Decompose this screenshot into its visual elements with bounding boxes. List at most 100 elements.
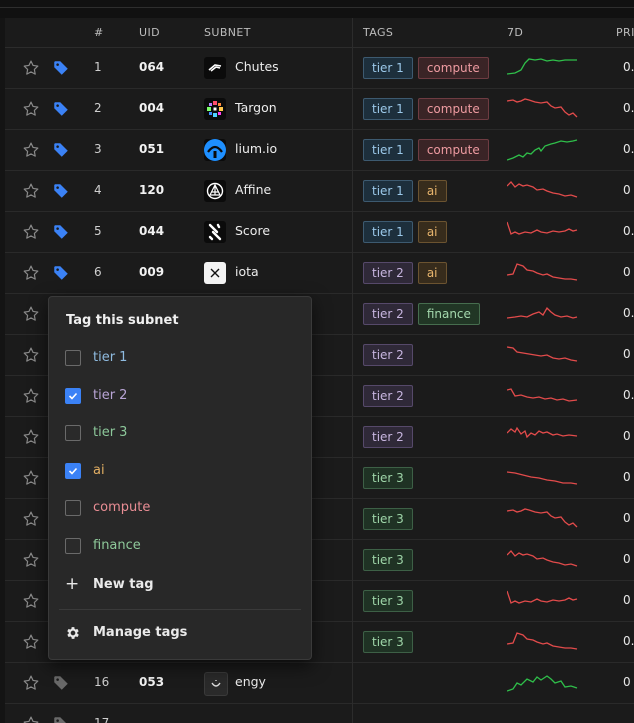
subnet-name[interactable]: engy — [235, 674, 266, 689]
tag-chip-t3[interactable]: tier 3 — [363, 549, 413, 571]
star-icon[interactable] — [22, 715, 40, 723]
tag-chip-t3[interactable]: tier 3 — [363, 631, 413, 653]
star-icon[interactable] — [22, 674, 40, 692]
table-row[interactable]: tier 3 0 — [5, 499, 634, 540]
affine-logo — [204, 180, 226, 202]
tag-chip-t1[interactable]: tier 1 — [363, 57, 413, 79]
col-header-price[interactable]: PRI — [616, 26, 634, 39]
tag-option-tier-3[interactable]: tier 3 — [65, 422, 295, 446]
table-row[interactable]: tier 2 0 — [5, 417, 634, 458]
row-number: 16 — [94, 675, 110, 689]
star-icon[interactable] — [22, 469, 40, 487]
tag-chip-compute[interactable]: compute — [417, 139, 489, 161]
tag-chip-t1[interactable]: tier 1 — [363, 180, 413, 202]
tag-checkbox[interactable] — [65, 387, 81, 404]
col-header-uid[interactable]: UID — [139, 26, 160, 39]
star-icon[interactable] — [22, 59, 40, 77]
table-row[interactable]: 17 — [5, 704, 634, 723]
col-header-num[interactable]: # — [94, 26, 104, 39]
tag-option-tier-2[interactable]: tier 2 — [65, 385, 295, 409]
row-number: 1 — [94, 60, 102, 74]
tag-chip-t2[interactable]: tier 2 — [363, 385, 413, 407]
star-icon[interactable] — [22, 346, 40, 364]
star-icon[interactable] — [22, 633, 40, 651]
star-icon[interactable] — [22, 264, 40, 282]
subnet-name[interactable]: Affine — [235, 182, 272, 197]
tag-chip-t1[interactable]: tier 1 — [363, 139, 413, 161]
new-tag-button[interactable]: + New tag — [65, 575, 295, 597]
star-icon[interactable] — [22, 592, 40, 610]
col-header-7d[interactable]: 7D — [507, 26, 524, 39]
subnet-name[interactable]: iota — [235, 264, 259, 279]
tag-checkbox[interactable] — [65, 538, 81, 554]
tag-list: tier 2 finance — [363, 303, 480, 325]
tag-icon[interactable] — [52, 141, 70, 159]
col-header-subnet[interactable]: SUBNET — [204, 26, 251, 39]
tag-icon[interactable] — [52, 715, 70, 723]
star-icon[interactable] — [22, 223, 40, 241]
star-icon[interactable] — [22, 182, 40, 200]
sparkline-7d — [506, 341, 579, 369]
tag-option-ai[interactable]: ai — [65, 460, 295, 484]
score-logo — [204, 221, 226, 243]
table-row[interactable]: 5 044 Score tier 1 ai 0. — [5, 212, 634, 253]
tag-chip-ai[interactable]: ai — [417, 221, 447, 243]
table-row[interactable]: tier 3 0 — [5, 581, 634, 622]
tag-checkbox[interactable] — [65, 425, 81, 442]
star-icon[interactable] — [22, 428, 40, 446]
tag-chip-ai[interactable]: ai — [417, 180, 447, 202]
tag-option-compute[interactable]: compute — [65, 497, 295, 521]
tag-icon[interactable] — [52, 223, 70, 241]
star-icon[interactable] — [22, 305, 40, 323]
star-icon[interactable] — [22, 387, 40, 405]
sparkline-7d — [506, 300, 579, 328]
tag-checkbox[interactable] — [65, 500, 81, 517]
tag-chip-t3[interactable]: tier 3 — [363, 467, 413, 489]
table-row[interactable]: tier 3 0 — [5, 540, 634, 581]
table-header: # UID SUBNET TAGS 7D PRI — [5, 18, 634, 48]
tag-option-finance[interactable]: finance — [65, 535, 295, 559]
tag-chip-ai[interactable]: ai — [417, 262, 447, 284]
tag-chip-t2[interactable]: tier 2 — [363, 426, 413, 448]
table-row[interactable]: 16 053 engy 0 — [5, 663, 634, 704]
tag-option-label: tier 3 — [93, 425, 128, 441]
row-number: 2 — [94, 101, 102, 115]
table-row[interactable]: tier 3 0.0 — [5, 622, 634, 663]
tag-icon[interactable] — [52, 59, 70, 77]
col-header-tags[interactable]: TAGS — [363, 26, 394, 39]
tag-chip-compute[interactable]: compute — [417, 98, 489, 120]
tag-list: tier 2 ai — [363, 262, 447, 284]
tag-chip-compute[interactable]: compute — [417, 57, 489, 79]
tag-chip-t3[interactable]: tier 3 — [363, 508, 413, 530]
tag-chip-finance[interactable]: finance — [417, 303, 480, 325]
row-uid: 064 — [139, 60, 165, 74]
subnet-name[interactable]: lium.io — [235, 141, 278, 156]
tag-list: tier 1 compute — [363, 57, 489, 79]
tag-checkbox[interactable] — [65, 462, 81, 479]
star-icon[interactable] — [22, 510, 40, 528]
subnet-name[interactable]: Targon — [235, 100, 277, 115]
subnet-name[interactable]: Score — [235, 223, 271, 238]
tag-checkbox[interactable] — [65, 350, 81, 366]
tag-icon[interactable] — [52, 182, 70, 200]
tag-icon[interactable] — [52, 674, 70, 692]
tag-chip-t2[interactable]: tier 2 — [363, 303, 413, 325]
tag-chip-t3[interactable]: tier 3 — [363, 590, 413, 612]
tag-chip-t2[interactable]: tier 2 — [363, 344, 413, 366]
tag-chip-t1[interactable]: tier 1 — [363, 221, 413, 243]
subnet-name[interactable]: Chutes — [235, 59, 279, 74]
star-icon[interactable] — [22, 100, 40, 118]
manage-tags-button[interactable]: Manage tags — [65, 623, 295, 645]
tag-chip-t1[interactable]: tier 1 — [363, 98, 413, 120]
tag-option-tier-1[interactable]: tier 1 — [65, 347, 295, 371]
tag-icon[interactable] — [52, 100, 70, 118]
star-icon[interactable] — [22, 141, 40, 159]
tag-chip-t2[interactable]: tier 2 — [363, 262, 413, 284]
star-icon[interactable] — [22, 551, 40, 569]
table-row[interactable]: 4 120 Affine tier 1 ai 0 — [5, 171, 634, 212]
table-row[interactable]: 6 009 iota tier 2 ai 0 — [5, 253, 634, 294]
table-row[interactable]: 1 064 Chutes tier 1 compute 0. — [5, 48, 634, 89]
tag-icon[interactable] — [52, 264, 70, 282]
